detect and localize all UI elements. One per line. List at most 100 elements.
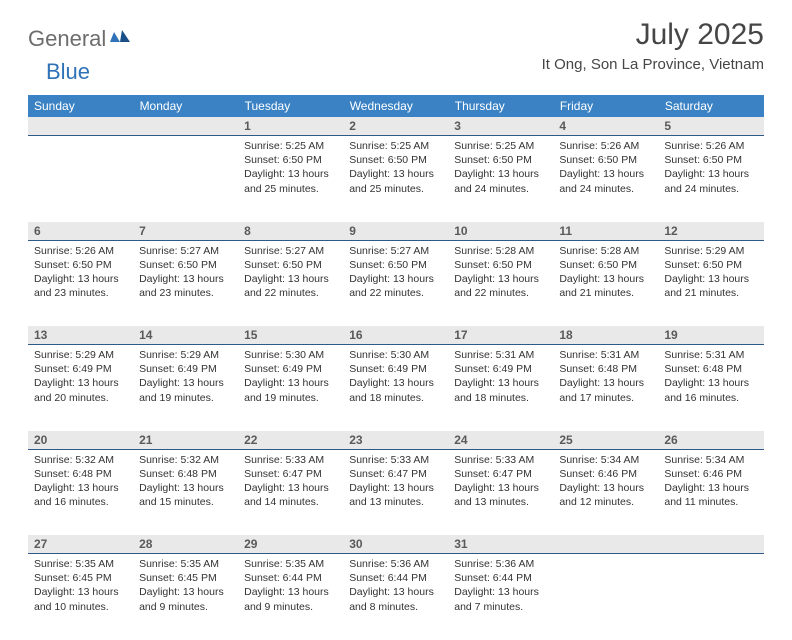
day-details: Sunrise: 5:33 AMSunset: 6:47 PMDaylight:… — [343, 450, 448, 516]
daycontent-cell: Sunrise: 5:27 AMSunset: 6:50 PMDaylight:… — [238, 240, 343, 326]
day-header: Thursday — [448, 95, 553, 117]
daycontent-cell: Sunrise: 5:36 AMSunset: 6:44 PMDaylight:… — [343, 554, 448, 640]
daynum-cell: 13 — [28, 326, 133, 345]
daynum-row: 20212223242526 — [28, 431, 764, 450]
daycontent-cell: Sunrise: 5:31 AMSunset: 6:48 PMDaylight:… — [553, 345, 658, 431]
day-details: Sunrise: 5:31 AMSunset: 6:48 PMDaylight:… — [658, 345, 763, 411]
day-details: Sunrise: 5:25 AMSunset: 6:50 PMDaylight:… — [448, 136, 553, 202]
day-number: 5 — [658, 117, 763, 135]
daynum-cell: 11 — [553, 222, 658, 241]
day-details: Sunrise: 5:27 AMSunset: 6:50 PMDaylight:… — [133, 241, 238, 307]
day-details: Sunrise: 5:30 AMSunset: 6:49 PMDaylight:… — [343, 345, 448, 411]
daynum-cell: 26 — [658, 431, 763, 450]
daynum-cell — [133, 117, 238, 136]
daycontent-row: Sunrise: 5:35 AMSunset: 6:45 PMDaylight:… — [28, 554, 764, 640]
daynum-cell: 30 — [343, 535, 448, 554]
daycontent-cell: Sunrise: 5:35 AMSunset: 6:44 PMDaylight:… — [238, 554, 343, 640]
daynum-cell: 16 — [343, 326, 448, 345]
day-details: Sunrise: 5:35 AMSunset: 6:44 PMDaylight:… — [238, 554, 343, 620]
day-details: Sunrise: 5:27 AMSunset: 6:50 PMDaylight:… — [343, 241, 448, 307]
daycontent-cell: Sunrise: 5:29 AMSunset: 6:49 PMDaylight:… — [133, 345, 238, 431]
calendar-table: Sunday Monday Tuesday Wednesday Thursday… — [28, 95, 764, 640]
daynum-cell — [553, 535, 658, 554]
day-number: 20 — [28, 431, 133, 449]
day-details: Sunrise: 5:25 AMSunset: 6:50 PMDaylight:… — [343, 136, 448, 202]
day-header: Sunday — [28, 95, 133, 117]
day-details: Sunrise: 5:28 AMSunset: 6:50 PMDaylight:… — [553, 241, 658, 307]
daycontent-cell: Sunrise: 5:32 AMSunset: 6:48 PMDaylight:… — [28, 449, 133, 535]
daycontent-row: Sunrise: 5:29 AMSunset: 6:49 PMDaylight:… — [28, 345, 764, 431]
day-details: Sunrise: 5:34 AMSunset: 6:46 PMDaylight:… — [553, 450, 658, 516]
day-header-row: Sunday Monday Tuesday Wednesday Thursday… — [28, 95, 764, 117]
daynum-cell: 6 — [28, 222, 133, 241]
daycontent-cell: Sunrise: 5:31 AMSunset: 6:49 PMDaylight:… — [448, 345, 553, 431]
daycontent-cell: Sunrise: 5:26 AMSunset: 6:50 PMDaylight:… — [28, 240, 133, 326]
daycontent-cell: Sunrise: 5:32 AMSunset: 6:48 PMDaylight:… — [133, 449, 238, 535]
day-details: Sunrise: 5:31 AMSunset: 6:49 PMDaylight:… — [448, 345, 553, 411]
day-number: 2 — [343, 117, 448, 135]
daynum-cell: 22 — [238, 431, 343, 450]
day-number: 22 — [238, 431, 343, 449]
daynum-cell: 10 — [448, 222, 553, 241]
daynum-row: 12345 — [28, 117, 764, 136]
day-number: 26 — [658, 431, 763, 449]
day-number: 29 — [238, 535, 343, 553]
daycontent-cell: Sunrise: 5:27 AMSunset: 6:50 PMDaylight:… — [343, 240, 448, 326]
calendar-page: General July 2025 It Ong, Son La Provinc… — [0, 0, 792, 640]
day-number: 21 — [133, 431, 238, 449]
day-number: 27 — [28, 535, 133, 553]
brand-logo: General — [28, 18, 134, 52]
day-number: 1 — [238, 117, 343, 135]
day-number: 18 — [553, 326, 658, 344]
daycontent-cell: Sunrise: 5:29 AMSunset: 6:49 PMDaylight:… — [28, 345, 133, 431]
day-header: Tuesday — [238, 95, 343, 117]
daycontent-cell: Sunrise: 5:25 AMSunset: 6:50 PMDaylight:… — [238, 136, 343, 222]
day-number: 14 — [133, 326, 238, 344]
day-details: Sunrise: 5:32 AMSunset: 6:48 PMDaylight:… — [28, 450, 133, 516]
day-details: Sunrise: 5:36 AMSunset: 6:44 PMDaylight:… — [448, 554, 553, 620]
daynum-cell: 3 — [448, 117, 553, 136]
day-details: Sunrise: 5:28 AMSunset: 6:50 PMDaylight:… — [448, 241, 553, 307]
daycontent-cell — [553, 554, 658, 640]
day-number: 16 — [343, 326, 448, 344]
day-header: Friday — [553, 95, 658, 117]
daynum-cell: 17 — [448, 326, 553, 345]
daycontent-cell — [133, 136, 238, 222]
daynum-cell: 15 — [238, 326, 343, 345]
daycontent-cell: Sunrise: 5:30 AMSunset: 6:49 PMDaylight:… — [343, 345, 448, 431]
day-header: Monday — [133, 95, 238, 117]
daycontent-cell: Sunrise: 5:28 AMSunset: 6:50 PMDaylight:… — [448, 240, 553, 326]
day-details: Sunrise: 5:34 AMSunset: 6:46 PMDaylight:… — [658, 450, 763, 516]
daycontent-cell — [658, 554, 763, 640]
daynum-cell: 18 — [553, 326, 658, 345]
day-details: Sunrise: 5:26 AMSunset: 6:50 PMDaylight:… — [658, 136, 763, 202]
daycontent-cell: Sunrise: 5:25 AMSunset: 6:50 PMDaylight:… — [343, 136, 448, 222]
location-text: It Ong, Son La Province, Vietnam — [542, 56, 764, 73]
day-number: 8 — [238, 222, 343, 240]
day-details: Sunrise: 5:36 AMSunset: 6:44 PMDaylight:… — [343, 554, 448, 620]
daycontent-cell: Sunrise: 5:34 AMSunset: 6:46 PMDaylight:… — [658, 449, 763, 535]
day-details: Sunrise: 5:27 AMSunset: 6:50 PMDaylight:… — [238, 241, 343, 307]
daycontent-row: Sunrise: 5:26 AMSunset: 6:50 PMDaylight:… — [28, 240, 764, 326]
daynum-cell: 5 — [658, 117, 763, 136]
logo-text-general: General — [28, 26, 106, 52]
day-number: 28 — [133, 535, 238, 553]
day-number: 9 — [343, 222, 448, 240]
daycontent-cell: Sunrise: 5:26 AMSunset: 6:50 PMDaylight:… — [553, 136, 658, 222]
day-details: Sunrise: 5:30 AMSunset: 6:49 PMDaylight:… — [238, 345, 343, 411]
daycontent-cell: Sunrise: 5:35 AMSunset: 6:45 PMDaylight:… — [133, 554, 238, 640]
daynum-cell: 2 — [343, 117, 448, 136]
calendar-body: 12345Sunrise: 5:25 AMSunset: 6:50 PMDayl… — [28, 117, 764, 640]
daynum-cell: 7 — [133, 222, 238, 241]
day-details: Sunrise: 5:32 AMSunset: 6:48 PMDaylight:… — [133, 450, 238, 516]
day-number: 15 — [238, 326, 343, 344]
month-title: July 2025 — [542, 18, 764, 52]
day-number: 19 — [658, 326, 763, 344]
day-number: 31 — [448, 535, 553, 553]
day-details: Sunrise: 5:33 AMSunset: 6:47 PMDaylight:… — [238, 450, 343, 516]
daynum-cell: 24 — [448, 431, 553, 450]
daycontent-cell: Sunrise: 5:34 AMSunset: 6:46 PMDaylight:… — [553, 449, 658, 535]
daynum-cell — [658, 535, 763, 554]
day-details: Sunrise: 5:35 AMSunset: 6:45 PMDaylight:… — [28, 554, 133, 620]
day-number: 23 — [343, 431, 448, 449]
